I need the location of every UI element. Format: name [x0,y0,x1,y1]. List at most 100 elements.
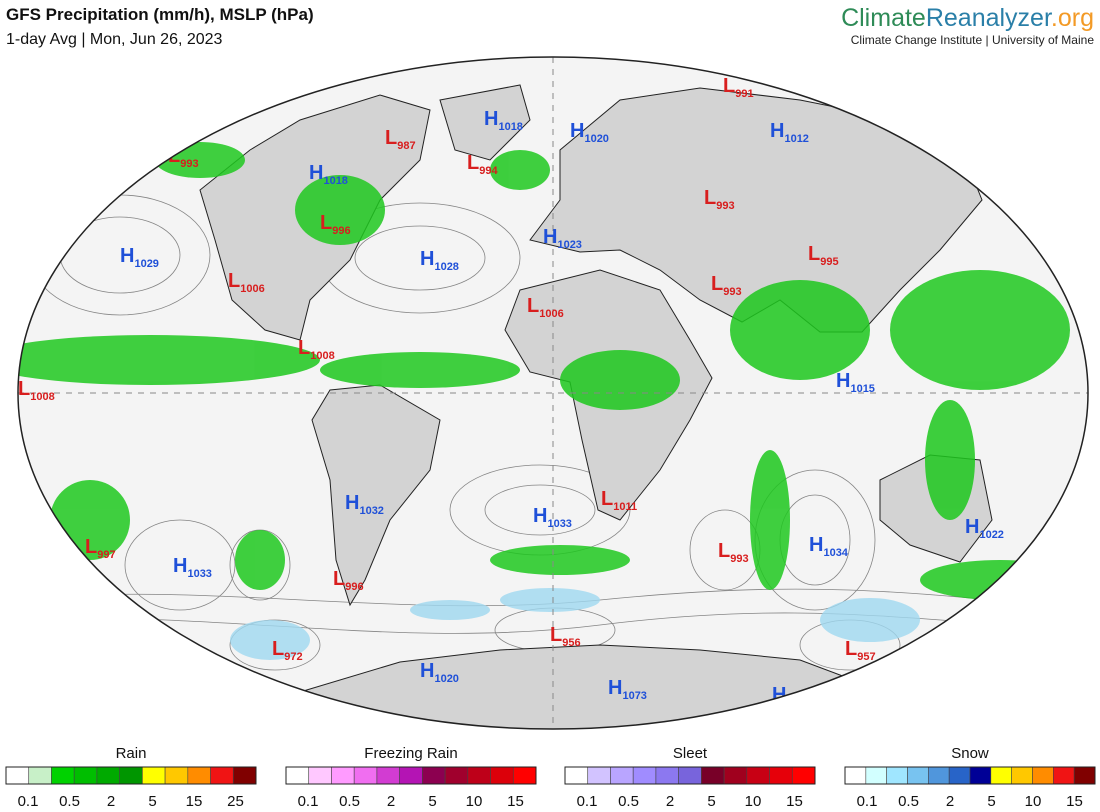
pressure-type: L [723,75,735,97]
legend-label: 2 [387,793,395,810]
graticule [18,57,1088,729]
pressure-center: L1008 [18,378,55,403]
pressure-center: H1015 [836,370,875,395]
legend-swatch [844,766,867,785]
pressure-type: L [601,488,613,510]
legend-label: 0.1 [857,793,878,810]
pressure-value: 996 [332,225,350,237]
legend-swatch [990,766,1012,785]
pressure-value: 972 [284,651,302,663]
legend-swatch [865,766,887,785]
legend-swatch [907,766,929,785]
legend-frame [285,766,537,785]
pressure-value: 1018 [323,175,347,187]
legend-swatch [746,766,770,785]
pressure-center: L997 [85,536,116,561]
map-border [17,56,1089,730]
pressure-center: L993 [704,187,735,212]
pressure-value: 1011 [613,501,637,513]
pressure-type: H [120,245,134,267]
pressure-type: H [420,660,434,682]
pressure-type: L [704,187,716,209]
pressure-value: 1022 [979,529,1003,541]
legend-title: Sleet [673,745,708,762]
legend-swatch [399,766,423,785]
legend-swatch [331,766,355,785]
pressure-center: H1020 [570,120,609,145]
pressure-value: 987 [397,140,415,152]
legend-label: 5 [707,793,715,810]
legend-swatch [886,766,908,785]
pressure-type: L [527,295,539,317]
title: GFS Precipitation (mm/h), MSLP (hPa) [6,5,314,24]
pressure-center: L993 [718,540,749,565]
pressure-value: 956 [562,637,580,649]
pressure-value: 1008 [30,391,54,403]
pressure-value: 1023 [557,239,581,251]
legend-swatch [1011,766,1033,785]
pressure-center: L996 [333,568,364,593]
legend-title: Freezing Rain [364,745,457,762]
legend-swatch [791,766,816,785]
pressure-type: L [272,638,284,660]
pressure-center: H1018 [484,108,523,133]
pressure-type: L [718,540,730,562]
pressure-center: H1032 [345,492,384,517]
legend-swatch [119,766,143,785]
legend-label: 25 [227,793,244,810]
legend-swatch [285,766,310,785]
pressure-value: 1006 [539,308,563,320]
legend-swatch [51,766,75,785]
snow-areas [230,588,920,660]
pressure-center: H1022 [965,516,1004,541]
pressure-type: L [711,273,723,295]
legend: Sleet 0.1 0.5 2 5 10 15 [564,745,816,810]
legend-swatch [1053,766,1075,785]
pressure-value: 1018 [498,121,522,133]
pressure-type: H [345,492,359,514]
pressure-value: 957 [857,651,875,663]
legend-swatch [655,766,679,785]
pressure-center: H1033 [533,505,572,530]
pressure-value: 1012 [784,133,808,145]
legend-swatch [467,766,491,785]
pressure-center: L956 [550,624,581,649]
pressure-value: 1015 [850,383,874,395]
legend-frame [5,766,257,785]
legend-swatch [308,766,332,785]
pressure-center: H1029 [120,245,159,270]
legend-label: 2 [107,793,115,810]
pressure-type: L [550,624,562,646]
pressure-center: L957 [845,638,876,663]
legend-label: 10 [745,793,762,810]
pressure-type: L [228,270,240,292]
legend-label: 15 [786,793,803,810]
pressure-center: H1033 [173,555,212,580]
pressure-value: 1029 [134,258,158,270]
continents [199,84,993,729]
pressure-center: H1018 [309,162,348,187]
legend-swatch [353,766,378,785]
legend-swatch [422,766,446,785]
legend-swatch [769,766,793,785]
pressure-value: 993 [180,158,198,170]
legend-label: 0.5 [339,793,360,810]
pressure-type: H [809,534,823,556]
legend-swatch [28,766,52,785]
pressure-center: L995 [808,243,839,268]
pressure-center: L991 [723,75,754,100]
institute: Climate Change Institute | University of… [851,33,1095,47]
brand: ClimateReanalyzer.org [841,4,1094,32]
legend-label: 15 [186,793,203,810]
legend-swatch [164,766,189,785]
pressure-type: H [309,162,323,184]
legend-swatch [678,766,702,785]
pressure-type: H [772,684,786,706]
legend-swatch [948,766,971,785]
pressure-type: L [320,212,332,234]
pressure-value: 1073 [622,690,646,702]
pressure-center: H1023 [543,226,582,251]
brand-part: .org [1051,4,1094,32]
pressure-value: 994 [479,165,498,177]
